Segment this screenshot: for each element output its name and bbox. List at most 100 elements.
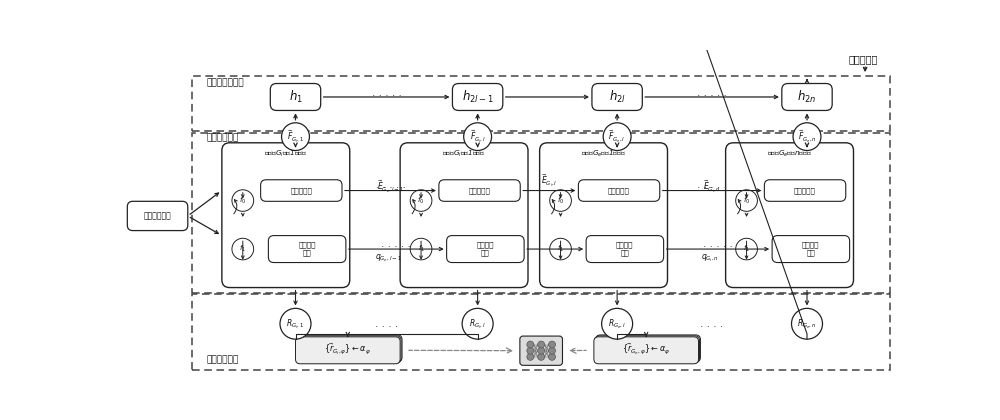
Text: 超度分布
单元: 超度分布 单元	[616, 241, 634, 257]
Text: $\vec{F}_{G_e,n}$: $\vec{F}_{G_e,n}$	[798, 129, 816, 145]
Circle shape	[410, 238, 432, 260]
Text: . . . . .: . . . . .	[697, 180, 727, 190]
FancyBboxPatch shape	[439, 180, 520, 201]
FancyBboxPatch shape	[520, 336, 562, 365]
Text: . . . . .: . . . . .	[381, 239, 411, 249]
Text: $R_{G_e,l}$: $R_{G_e,l}$	[608, 317, 626, 331]
Text: 超度分布
单元: 超度分布 单元	[298, 241, 316, 257]
Circle shape	[538, 353, 545, 360]
Text: $\vec{E}_{G_i,l}$: $\vec{E}_{G_i,l}$	[541, 173, 558, 189]
Text: 序列化神经网络: 序列化神经网络	[206, 78, 244, 87]
Text: 度分布单元: 度分布单元	[469, 187, 490, 194]
Text: $f_0$: $f_0$	[557, 195, 564, 206]
Text: $R_{G_i,l}$: $R_{G_i,l}$	[469, 317, 486, 331]
Circle shape	[527, 341, 534, 348]
FancyBboxPatch shape	[578, 180, 660, 201]
Text: 初始失效节点: 初始失效节点	[144, 211, 171, 220]
Text: $\vec{F}_{G_i,1}$: $\vec{F}_{G_i,1}$	[287, 129, 304, 145]
FancyBboxPatch shape	[261, 180, 342, 201]
Text: . . . .: . . . .	[700, 319, 724, 329]
Text: 度分布单元: 度分布单元	[290, 187, 312, 194]
Text: 死亡率预测: 死亡率预测	[849, 55, 878, 65]
Circle shape	[549, 353, 556, 360]
FancyBboxPatch shape	[594, 337, 698, 364]
FancyBboxPatch shape	[586, 236, 664, 262]
Text: . . . .: . . . .	[375, 319, 398, 329]
FancyBboxPatch shape	[592, 84, 642, 110]
Text: $\{\vec{r}_{G_i,\varphi}\} \leftarrow \alpha_{\varphi}$: $\{\vec{r}_{G_i,\varphi}\} \leftarrow \a…	[324, 342, 371, 357]
FancyBboxPatch shape	[782, 84, 832, 110]
Text: 超度分布
单元: 超度分布 单元	[802, 241, 820, 257]
Circle shape	[410, 190, 432, 211]
FancyBboxPatch shape	[764, 180, 846, 201]
Text: 深度级联框架: 深度级联框架	[206, 133, 239, 142]
Text: $f_1$: $f_1$	[239, 244, 246, 254]
Circle shape	[527, 347, 534, 354]
Text: 度分布单元: 度分布单元	[794, 187, 816, 194]
FancyBboxPatch shape	[726, 143, 854, 288]
FancyBboxPatch shape	[540, 143, 668, 288]
Circle shape	[550, 190, 571, 211]
Text: $\vec{F}_{G_e,l}$: $\vec{F}_{G_e,l}$	[608, 129, 626, 145]
Text: $f_0$: $f_0$	[239, 195, 246, 206]
Text: $q_{G_e,l-1}$: $q_{G_e,l-1}$	[375, 252, 402, 264]
Text: 度分布单元: 度分布单元	[608, 187, 630, 194]
Circle shape	[603, 123, 631, 150]
Text: $\vec{F}_{G_i,l}$: $\vec{F}_{G_i,l}$	[470, 129, 486, 145]
Text: $f_1$: $f_1$	[743, 244, 750, 254]
Circle shape	[550, 238, 571, 260]
FancyBboxPatch shape	[400, 143, 528, 288]
FancyBboxPatch shape	[268, 236, 346, 262]
FancyBboxPatch shape	[222, 143, 350, 288]
Text: $h_1$: $h_1$	[289, 89, 302, 105]
Text: $f_1$: $f_1$	[418, 244, 425, 254]
Text: 图注意力网络: 图注意力网络	[206, 355, 239, 365]
Text: $f_0$: $f_0$	[743, 195, 750, 206]
Circle shape	[792, 308, 822, 339]
Circle shape	[549, 347, 556, 354]
Text: $R_{G_i,1}$: $R_{G_i,1}$	[286, 317, 305, 331]
Circle shape	[538, 341, 545, 348]
Text: $R_{G_e,n}$: $R_{G_e,n}$	[797, 317, 817, 331]
Text: $q_{G_i,n}$: $q_{G_i,n}$	[701, 252, 719, 264]
Circle shape	[736, 190, 757, 211]
FancyBboxPatch shape	[127, 201, 188, 231]
Text: 子网络$G_i$的第1次级联: 子网络$G_i$的第1次级联	[264, 149, 307, 160]
FancyBboxPatch shape	[297, 336, 401, 363]
Circle shape	[527, 353, 534, 360]
Text: $f_0$: $f_0$	[417, 195, 425, 206]
Text: $\{\vec{r}_{G_e,\varphi}\} \leftarrow \alpha_{\varphi}$: $\{\vec{r}_{G_e,\varphi}\} \leftarrow \a…	[622, 342, 670, 357]
Text: . . . . .: . . . . .	[376, 180, 405, 190]
FancyBboxPatch shape	[596, 335, 700, 362]
Text: $h_{2n}$: $h_{2n}$	[797, 89, 817, 105]
Text: 子网络$G_e$的第1次级联: 子网络$G_e$的第1次级联	[581, 149, 626, 160]
FancyBboxPatch shape	[772, 236, 850, 262]
Circle shape	[793, 123, 821, 150]
Text: . . . . .: . . . . .	[372, 88, 402, 98]
Circle shape	[464, 123, 492, 150]
Circle shape	[282, 123, 309, 150]
Text: 子网络$G_i$的第1次级联: 子网络$G_i$的第1次级联	[442, 149, 486, 160]
Text: $h_{2l}$: $h_{2l}$	[609, 89, 626, 105]
FancyBboxPatch shape	[270, 84, 321, 110]
Circle shape	[549, 341, 556, 348]
Text: $f_1$: $f_1$	[557, 244, 564, 254]
Text: 子网络$G_e$的第n次级联: 子网络$G_e$的第n次级联	[767, 149, 812, 160]
Text: . . . . .: . . . . .	[697, 88, 727, 98]
FancyBboxPatch shape	[297, 335, 402, 362]
Circle shape	[232, 238, 254, 260]
FancyBboxPatch shape	[447, 236, 524, 262]
Circle shape	[280, 308, 311, 339]
Circle shape	[232, 190, 254, 211]
Circle shape	[462, 308, 493, 339]
Text: 超度分布
单元: 超度分布 单元	[477, 241, 494, 257]
Text: $\vec{E}_{G_e,l-1}$: $\vec{E}_{G_e,l-1}$	[377, 178, 404, 195]
FancyBboxPatch shape	[296, 337, 400, 364]
FancyBboxPatch shape	[595, 336, 700, 363]
Text: $h_{2l-1}$: $h_{2l-1}$	[462, 89, 493, 105]
Circle shape	[736, 238, 757, 260]
Text: . . . . .: . . . . .	[703, 239, 733, 249]
Text: $\vec{E}_{G_i,n}$: $\vec{E}_{G_i,n}$	[703, 178, 721, 195]
Circle shape	[538, 347, 545, 354]
FancyBboxPatch shape	[452, 84, 503, 110]
